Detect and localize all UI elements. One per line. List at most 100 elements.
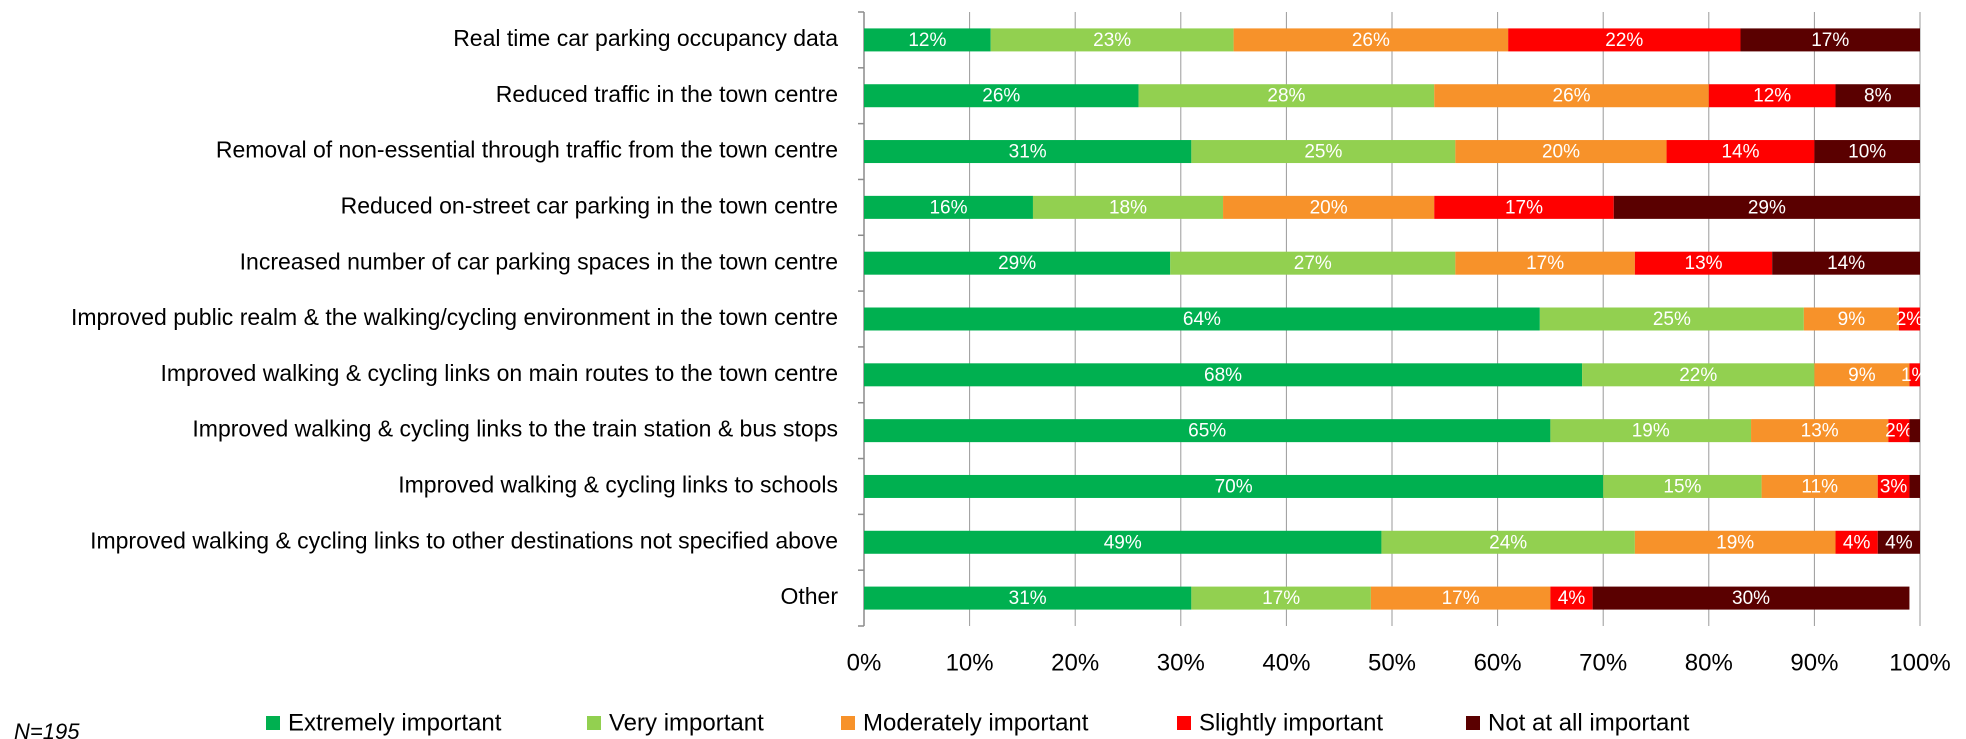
data-label: 26% (982, 86, 1020, 107)
bar-segment (1233, 28, 1509, 52)
category-label: Reduced traffic in the town centre (496, 81, 838, 107)
bar-segment (864, 28, 991, 52)
data-label: 9% (1838, 309, 1866, 330)
x-tick-label: 80% (1685, 649, 1733, 676)
data-label: 26% (1352, 30, 1390, 51)
bar-segment (864, 251, 1171, 275)
bar-segment (1613, 195, 1920, 219)
data-label: 4% (1843, 532, 1871, 553)
bar-segment (864, 530, 1382, 554)
legend-swatch (266, 716, 280, 730)
data-label: 23% (1093, 30, 1131, 51)
legend-label: Slightly important (1199, 709, 1383, 736)
bar-segment (1603, 474, 1762, 498)
data-label: 25% (1653, 309, 1691, 330)
bar-segment (1803, 307, 1899, 331)
data-label: 13% (1801, 421, 1839, 442)
bar-segment (1835, 84, 1920, 108)
x-tick-label: 50% (1368, 649, 1416, 676)
bar-segment (1381, 530, 1635, 554)
data-label: 26% (1553, 86, 1591, 107)
bar-segment (864, 140, 1192, 164)
bar-segment (1455, 251, 1635, 275)
legend-swatch (841, 716, 855, 730)
bar-segment (1634, 530, 1836, 554)
data-label: 24% (1489, 532, 1527, 553)
data-label: 65% (1188, 421, 1226, 442)
bar-segment (864, 419, 1551, 443)
legend-label: Extremely important (288, 709, 502, 736)
data-label: 30% (1732, 588, 1770, 609)
data-label: 70% (1215, 476, 1253, 497)
bar-segment (1772, 251, 1920, 275)
bar-segment (1814, 363, 1910, 387)
bar-segment (1740, 28, 1920, 52)
data-label: 17% (1505, 197, 1543, 218)
bar-segment (864, 195, 1033, 219)
legend-swatch (587, 716, 601, 730)
category-label: Improved walking & cycling links to the … (192, 416, 838, 442)
data-label: 29% (1748, 197, 1786, 218)
category-label: Increased number of car parking spaces i… (240, 248, 838, 274)
bar-segment (1835, 530, 1878, 554)
bar-segment (1708, 84, 1836, 108)
data-label: 8% (1864, 86, 1892, 107)
x-tick-label: 30% (1157, 649, 1205, 676)
category-label: Other (780, 583, 838, 609)
data-label: 22% (1679, 365, 1717, 386)
category-label: Improved walking & cycling links on main… (160, 360, 838, 386)
legend-swatch (1177, 716, 1191, 730)
bar-segment (1898, 307, 1920, 331)
data-label: 9% (1848, 365, 1876, 386)
bar-segment (1877, 474, 1910, 498)
data-label: 3% (1880, 476, 1908, 497)
data-label: 2% (1896, 309, 1924, 330)
bar-segment (1634, 251, 1773, 275)
bar-segment (864, 363, 1583, 387)
bar-segment (1761, 474, 1878, 498)
data-label: 31% (1009, 142, 1047, 163)
bar-segment (1666, 140, 1815, 164)
data-label: 17% (1526, 253, 1564, 274)
bar-segment (864, 586, 1192, 610)
bar-segment (864, 84, 1139, 108)
bar-segment (1909, 363, 1920, 387)
data-label: 14% (1721, 142, 1759, 163)
data-label: 17% (1811, 30, 1849, 51)
category-label: Improved walking & cycling links to scho… (398, 472, 838, 498)
x-tick-label: 100% (1889, 649, 1950, 676)
data-label: 2% (1885, 421, 1913, 442)
bar-segment (990, 28, 1234, 52)
data-label: 17% (1262, 588, 1300, 609)
bar-segment (1814, 140, 1920, 164)
bar-segment (1592, 586, 1910, 610)
data-label: 11% (1801, 476, 1838, 497)
data-label: 68% (1204, 365, 1242, 386)
bar-segment (1434, 195, 1614, 219)
bar-segment (1223, 195, 1435, 219)
data-label: 4% (1558, 588, 1586, 609)
data-label: 25% (1304, 142, 1342, 163)
data-label: 12% (908, 30, 946, 51)
data-label: 14% (1827, 253, 1865, 274)
category-label: Improved walking & cycling links to othe… (90, 527, 838, 553)
bar-segment (1550, 586, 1593, 610)
data-label: 18% (1109, 197, 1147, 218)
note: N=195 (14, 719, 80, 739)
data-label: 49% (1104, 532, 1142, 553)
data-label: 19% (1632, 421, 1670, 442)
bar-segment (1877, 530, 1920, 554)
bar-segment (1191, 586, 1371, 610)
data-label: 29% (998, 253, 1036, 274)
data-label: 12% (1753, 86, 1791, 107)
bar-segment (1032, 195, 1224, 219)
bar-segment (1550, 419, 1752, 443)
data-label: 64% (1183, 309, 1221, 330)
bar-segment (1751, 419, 1889, 443)
bar-segment (1582, 363, 1815, 387)
bar-segment (1909, 474, 1920, 498)
data-label: 28% (1267, 86, 1305, 107)
category-label: Improved public realm & the walking/cycl… (71, 304, 838, 330)
data-label: 15% (1663, 476, 1701, 497)
category-label: Real time car parking occupancy data (453, 25, 838, 51)
